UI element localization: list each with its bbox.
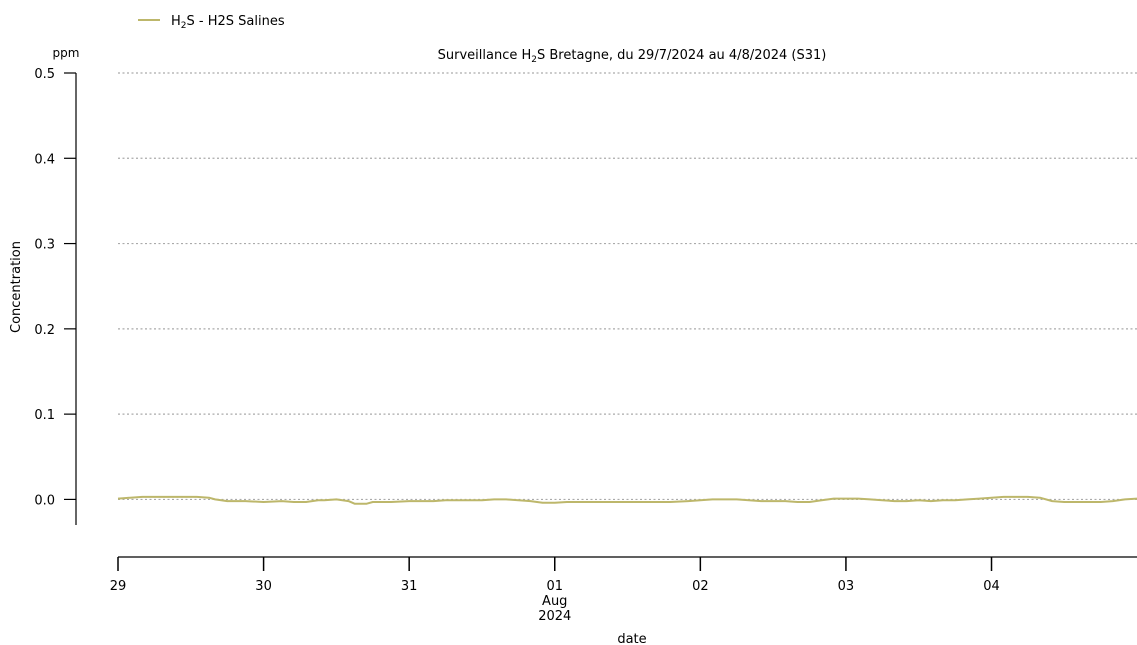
y-tick-label: 0.3 <box>34 238 55 253</box>
x-tick-label: 29 <box>110 579 127 594</box>
y-axis-label: Concentration <box>9 241 24 333</box>
y-tick-label: 0.1 <box>34 408 55 423</box>
y-axis-unit: ppm <box>53 46 80 60</box>
x-tick-sublabel: 2024 <box>538 609 571 624</box>
y-axis: 0.0 0.1 0.2 0.3 0.4 0.5 <box>34 67 77 525</box>
x-tick-label: 31 <box>401 579 418 594</box>
y-tick-label: 0.0 <box>34 493 55 508</box>
x-tick-sublabel: Aug <box>542 594 567 609</box>
x-axis-label: date <box>617 632 646 645</box>
x-tick-label: 01 <box>546 579 563 594</box>
legend: H2S - H2S Salines <box>138 14 285 31</box>
x-tick-label: 30 <box>255 579 272 594</box>
y-tick-label: 0.4 <box>34 152 55 167</box>
chart-title: Surveillance H2S Bretagne, du 29/7/2024 … <box>438 48 827 65</box>
series-layer <box>117 495 1137 505</box>
y-tick-label: 0.2 <box>34 323 55 338</box>
legend-label-h2s: H2S - H2S Salines <box>171 14 285 31</box>
series-line-h2s <box>117 495 1137 505</box>
x-tick-label: 02 <box>692 579 709 594</box>
x-tick-label: 03 <box>838 579 855 594</box>
y-tick-label: 0.5 <box>34 67 55 82</box>
x-tick-label: 04 <box>983 579 1000 594</box>
grid <box>118 72 1137 501</box>
